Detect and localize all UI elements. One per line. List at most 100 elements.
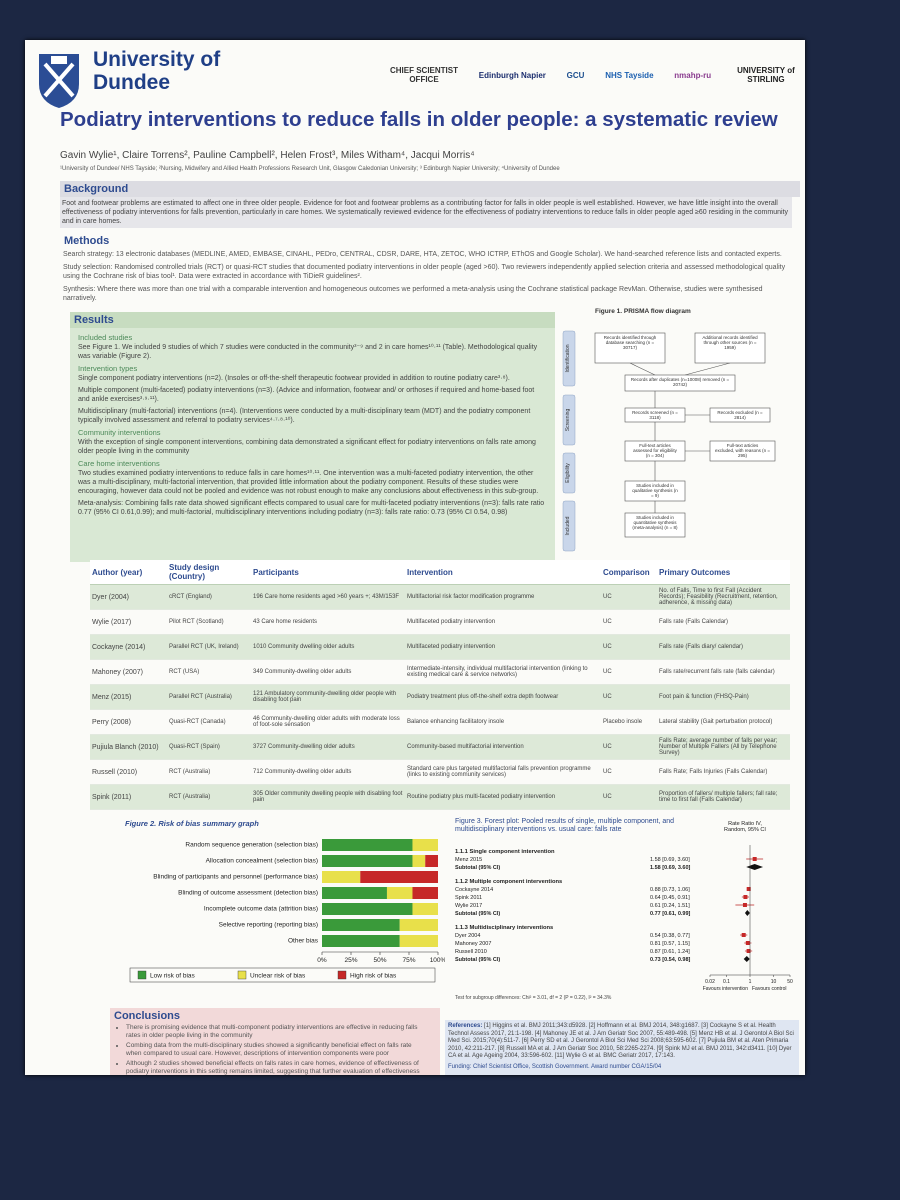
- table-cell: Balance enhancing facilitatory insole: [405, 709, 601, 735]
- flow-box-label: Studies included in qualitative synthesis…: [632, 483, 678, 498]
- legend-label: High risk of bias: [350, 973, 397, 980]
- flow-box-label: Records after duplicates (n=10008) remov…: [631, 377, 730, 387]
- study-label: Wylie 2017: [455, 903, 482, 909]
- column-header: Primary Outcomes: [657, 560, 790, 585]
- conclusion-bullet: Although 2 studies showed beneficial eff…: [126, 1060, 426, 1075]
- column-header: Study design (Country): [167, 560, 251, 585]
- table-cell: 121 Ambulatory community-dwelling older …: [251, 684, 405, 710]
- table-cell: UC: [601, 759, 657, 785]
- flow-arrow: [629, 362, 656, 376]
- table: Author (year) Study design (Country) Parti…: [90, 560, 790, 810]
- table-cell: Falls rate/recurrent falls rate (falls c…: [657, 659, 790, 685]
- partner-logo: UNIVERSITY of STIRLING: [737, 66, 795, 84]
- favours-label: Favours control: [752, 986, 786, 992]
- methods-paragraph: Study selection: Randomised controlled t…: [63, 264, 786, 280]
- column-header: Intervention: [405, 560, 601, 585]
- table-cell: Falls Rate; average number of falls per …: [657, 734, 790, 760]
- bias-segment: [322, 903, 413, 915]
- table-cell: Community-based multifactorial intervent…: [405, 734, 601, 760]
- references-heading: References:: [448, 1023, 483, 1029]
- stage-box: [562, 394, 576, 446]
- references-text: [1] Higgins et al. BMJ 2011;343:d5928. […: [448, 1023, 794, 1059]
- rr-label: 0.61 [0.24, 1.51]: [650, 903, 690, 909]
- bias-segment: [322, 919, 400, 931]
- favours-label: Favours intervention: [703, 986, 749, 992]
- results-panel: Results Included studies See Figure 1. We…: [70, 312, 555, 562]
- subtotal-diamond: [746, 864, 764, 870]
- results-paragraph: Multiple component (multi-faceted) podia…: [78, 387, 535, 403]
- table-cell: UC: [601, 634, 657, 660]
- results-paragraph: See Figure 1. We included 9 studies of w…: [78, 344, 538, 360]
- table-cell: Spink (2011): [90, 784, 167, 810]
- table-cell: Lateral stability (Gait perturbation pro…: [657, 709, 790, 735]
- conclusions-panel: Conclusions There is promising evidence …: [110, 1008, 440, 1075]
- methods-heading: Methods: [64, 235, 110, 247]
- table-cell: Parallel RCT (UK, Ireland): [167, 634, 251, 660]
- subtotal-label: Subtotal (95% CI): [455, 865, 500, 871]
- stage-label: Screening: [565, 409, 571, 432]
- table-cell: 43 Care home residents: [251, 609, 405, 635]
- stage-label: Included: [565, 516, 571, 535]
- flow-box: [624, 440, 686, 462]
- partner-logo: GCU: [566, 70, 585, 80]
- authors: Gavin Wylie¹, Claire Torrens², Pauline C…: [60, 150, 475, 161]
- group-heading: 1.1.2 Multiple component interventions: [455, 879, 562, 885]
- table-cell: Podiatry treatment plus off-the-shelf ex…: [405, 684, 601, 710]
- x-tick-label: 25%: [344, 957, 357, 964]
- subtotal-label: Subtotal (95% CI): [455, 911, 500, 917]
- table-cell: RCT (Australia): [167, 784, 251, 810]
- figure-title: Figure 2. Risk of bias summary graph: [125, 819, 259, 828]
- methods-paragraph: Search strategy: 13 electronic databases…: [63, 251, 782, 258]
- rr-label: 0.88 [0.73, 1.06]: [650, 887, 690, 893]
- table-cell: Multifaceted podiatry intervention: [405, 634, 601, 660]
- bias-segment: [322, 839, 413, 851]
- stage-label: Eligibility: [565, 463, 571, 483]
- table-row: Cockayne (2014) Parallel RCT (UK, Ireland…: [90, 634, 790, 660]
- table-cell: UC: [601, 684, 657, 710]
- bias-segment: [322, 871, 361, 883]
- study-label: Russell 2010: [455, 949, 487, 955]
- table-cell: Quasi-RCT (Canada): [167, 709, 251, 735]
- legend-swatch: [237, 970, 247, 980]
- point-estimate: [745, 941, 750, 945]
- flow-box-label: Records excluded (n = 2814): [717, 410, 763, 420]
- poster: University of Dundee CHIEF SCIENTIST OFF…: [25, 40, 805, 1075]
- footnote: Test for subgroup differences: Chi² = 3.…: [455, 995, 612, 1001]
- column-header: Participants: [251, 560, 405, 585]
- bias-segment: [322, 887, 387, 899]
- methods-paragraph: Synthesis: Where there was more than one…: [63, 286, 763, 302]
- table-cell: UC: [601, 784, 657, 810]
- x-tick-label: 50: [787, 979, 793, 985]
- stage-box: [562, 452, 576, 494]
- table-cell: 712 Community-dwelling older adults: [251, 759, 405, 785]
- results-paragraph: Meta-analysis: Combining falls rate data…: [78, 500, 545, 516]
- flow-arrow: [684, 362, 731, 376]
- table-cell: UC: [601, 659, 657, 685]
- legend-frame: [129, 967, 436, 983]
- subtotal-diamond: [744, 910, 750, 916]
- flow-box: [694, 332, 766, 364]
- table-cell: Mahoney (2007): [90, 659, 167, 685]
- study-label: Spink 2011: [455, 895, 482, 901]
- results-subheading: Intervention types: [78, 364, 138, 373]
- x-tick-label: 0%: [317, 957, 327, 964]
- column-header: Rate Ratio IV, Random, 95% CI: [724, 821, 766, 833]
- flow-box: [624, 374, 736, 392]
- stage-box: [562, 330, 576, 387]
- point-estimate: [742, 903, 747, 907]
- table-cell: Parallel RCT (Australia): [167, 684, 251, 710]
- category-label: Blinding of outcome assessment (detectio…: [178, 890, 318, 897]
- rr-label: 0.77 [0.61, 0.99]: [650, 911, 691, 917]
- x-tick-label: 100%: [430, 957, 445, 964]
- study-label: Dyer 2004: [455, 933, 480, 939]
- x-tick-label: 0.1: [723, 979, 730, 985]
- flow-box-label: Records screened (n = 3118): [632, 410, 678, 420]
- category-label: Other bias: [288, 938, 319, 945]
- rr-label: 1.58 [0.69, 3.60]: [650, 857, 690, 863]
- table-row: Spink (2011) RCT (Australia) 305 Older com…: [90, 784, 790, 810]
- table-cell: 305 Older community dwelling people with…: [251, 784, 405, 810]
- bias-segment: [412, 855, 426, 867]
- legend-label: Unclear risk of bias: [250, 973, 306, 980]
- flow-box: [709, 440, 776, 462]
